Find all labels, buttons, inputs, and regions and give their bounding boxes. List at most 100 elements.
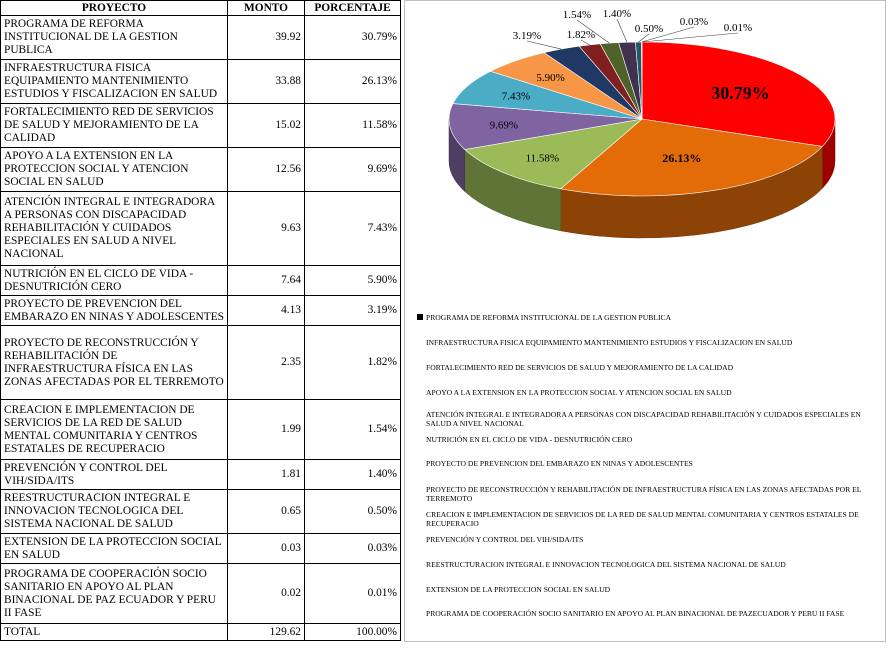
project-cell: PROGRAMA DE REFORMA INSTITUCIONAL DE LA … — [0, 15, 228, 60]
table-row: PROYECTO DE RECONSTRUCCIÓN Y REHABILITAC… — [0, 325, 401, 400]
total-label: TOTAL — [0, 623, 228, 641]
legend-swatch — [417, 339, 423, 345]
amount-cell: 39.92 — [227, 15, 305, 60]
pie-slice-2 — [464, 118, 644, 190]
project-cell: ATENCIÓN INTEGRAL E INTEGRADORA A PERSON… — [0, 191, 228, 266]
legend-swatch — [417, 436, 423, 442]
legend-swatch — [417, 411, 423, 417]
pie-label-10: 0.50% — [635, 23, 663, 35]
legend-label: CREACION E IMPLEMENTACION DE SERVICIOS D… — [426, 510, 859, 528]
percent-cell: 1.82% — [304, 325, 401, 400]
total-percent: 100.00% — [304, 623, 401, 641]
legend-label: PROYECTO DE PREVENCION DEL EMBARAZO EN N… — [426, 459, 693, 468]
percent-cell: 5.90% — [304, 265, 401, 296]
header-percent: PORCENTAJE — [304, 0, 401, 16]
legend-item: APOYO A LA EXTENSION EN LA PROTECCION SO… — [417, 388, 877, 397]
pie-label-11: 0.03% — [680, 16, 708, 28]
table-row: PROGRAMA DE REFORMA INSTITUCIONAL DE LA … — [0, 15, 401, 60]
amount-cell: 15.02 — [227, 103, 305, 148]
amount-cell: 4.13 — [227, 295, 305, 326]
pie-leader-9 — [616, 18, 628, 43]
legend-label: APOYO A LA EXTENSION EN LA PROTECCION SO… — [426, 388, 732, 397]
pie-leader-8 — [576, 19, 610, 44]
percent-cell: 0.01% — [304, 563, 401, 624]
legend-item: PROYECTO DE RECONSTRUCCIÓN Y REHABILITAC… — [417, 485, 877, 503]
pie-label-8: 1.54% — [563, 9, 591, 21]
table-row: FORTALECIMIENTO RED DE SERVICIOS DE SALU… — [0, 103, 401, 148]
pie-slice-0 — [641, 41, 836, 147]
amount-cell: 1.81 — [227, 459, 305, 490]
legend-item: ATENCIÓN INTEGRAL E INTEGRADORA A PERSON… — [417, 410, 877, 428]
pie-leader-10 — [638, 33, 650, 43]
amount-cell: 9.63 — [227, 191, 305, 266]
legend-label: PROGRAMA DE COOPERACIÓN SOCIO SANITARIO … — [426, 609, 845, 618]
table-row: PREVENCIÓN Y CONTROL DEL VIH/SIDA/ITS 1.… — [0, 459, 401, 490]
legend-swatch — [417, 561, 423, 567]
project-cell: CREACION E IMPLEMENTACION DE SERVICIOS D… — [0, 399, 228, 460]
project-cell: PREVENCIÓN Y CONTROL DEL VIH/SIDA/ITS — [0, 459, 228, 490]
amount-cell: 33.88 — [227, 59, 305, 104]
legend-swatch — [417, 511, 423, 517]
project-cell: PROYECTO DE PREVENCION DEL EMBARAZO EN N… — [0, 295, 228, 326]
amount-cell: 0.65 — [227, 489, 305, 534]
amount-cell: 0.03 — [227, 533, 305, 564]
legend-label: EXTENSION DE LA PROTECCION SOCIAL EN SAL… — [426, 585, 611, 594]
pie-leader-6 — [526, 40, 562, 50]
legend-item: EXTENSION DE LA PROTECCION SOCIAL EN SAL… — [417, 585, 877, 594]
project-cell: PROGRAMA DE COOPERACIÓN SOCIO SANITARIO … — [0, 563, 228, 624]
pie-label-12: 0.01% — [724, 22, 752, 34]
amount-cell: 2.35 — [227, 325, 305, 400]
project-cell: FORTALECIMIENTO RED DE SERVICIOS DE SALU… — [0, 103, 228, 148]
table-row: PROYECTO DE PREVENCION DEL EMBARAZO EN N… — [0, 295, 401, 326]
table-row: EXTENSION DE LA PROTECCION SOCIAL EN SAL… — [0, 533, 401, 564]
legend-item: NUTRICIÓN EN EL CICLO DE VIDA - DESNUTRI… — [417, 435, 877, 444]
percent-cell: 0.03% — [304, 533, 401, 564]
legend-swatch — [417, 460, 423, 466]
pie-slice-1 — [559, 118, 823, 197]
header-amount: MONTO — [227, 0, 305, 16]
pie-label-4: 7.43% — [502, 91, 530, 103]
legend-item: INFRAESTRUCTURA FISICA EQUIPAMIENTO MANT… — [417, 338, 877, 347]
legend-label: ATENCIÓN INTEGRAL E INTEGRADORA A PERSON… — [426, 410, 861, 428]
project-cell: REESTRUCTURACION INTEGRAL E INNOVACION T… — [0, 489, 228, 534]
table-header-row: PROYECTO MONTO PORCENTAJE — [0, 0, 401, 16]
amount-cell: 12.56 — [227, 147, 305, 192]
table-row: CREACION E IMPLEMENTACION DE SERVICIOS D… — [0, 399, 401, 460]
legend-item: PREVENCIÓN Y CONTROL DEL VIH/SIDA/ITS — [417, 535, 877, 544]
pie-label-5: 5.90% — [536, 72, 564, 84]
legend-swatch — [417, 364, 423, 370]
legend-item: PROGRAMA DE REFORMA INSTITUCIONAL DE LA … — [417, 313, 877, 322]
amount-cell: 1.99 — [227, 399, 305, 460]
legend-swatch — [417, 486, 423, 492]
legend-swatch — [417, 389, 423, 395]
pie-leader-7 — [580, 39, 590, 46]
pie-label-0: 30.79% — [711, 83, 770, 103]
legend-swatch — [417, 610, 423, 616]
legend-swatch — [417, 586, 423, 592]
percent-cell: 1.54% — [304, 399, 401, 460]
pie-leader-12 — [641, 32, 739, 43]
legend-label: REESTRUCTURACION INTEGRAL E INNOVACION T… — [426, 560, 786, 569]
pie-slice-3 — [448, 103, 643, 150]
total-row: TOTAL 129.62 100.00% — [0, 623, 401, 641]
amount-cell: 7.64 — [227, 265, 305, 296]
pie-label-2: 11.58% — [526, 153, 560, 165]
percent-cell: 7.43% — [304, 191, 401, 266]
legend-label: PROYECTO DE RECONSTRUCCIÓN Y REHABILITAC… — [426, 485, 862, 503]
legend-item: REESTRUCTURACION INTEGRAL E INNOVACION T… — [417, 560, 877, 569]
amount-cell: 0.02 — [227, 563, 305, 624]
percent-cell: 9.69% — [304, 147, 401, 192]
legend-swatch — [417, 314, 423, 320]
legend-item: FORTALECIMIENTO RED DE SERVICIOS DE SALU… — [417, 363, 877, 372]
table-row: INFRAESTRUCTURA FISICA EQUIPAMIENTO MANT… — [0, 59, 401, 104]
header-project: PROYECTO — [0, 0, 228, 16]
table-row: REESTRUCTURACION INTEGRAL E INNOVACION T… — [0, 489, 401, 534]
pie-label-9: 1.40% — [603, 8, 631, 20]
project-cell: APOYO A LA EXTENSION EN LA PROTECCION SO… — [0, 147, 228, 192]
table-row: NUTRICIÓN EN EL CICLO DE VIDA - DESNUTRI… — [0, 265, 401, 296]
total-amount: 129.62 — [227, 623, 305, 641]
percent-cell: 3.19% — [304, 295, 401, 326]
percent-cell: 1.40% — [304, 459, 401, 490]
legend-item: PROYECTO DE PREVENCION DEL EMBARAZO EN N… — [417, 459, 877, 468]
percent-cell: 0.50% — [304, 489, 401, 534]
